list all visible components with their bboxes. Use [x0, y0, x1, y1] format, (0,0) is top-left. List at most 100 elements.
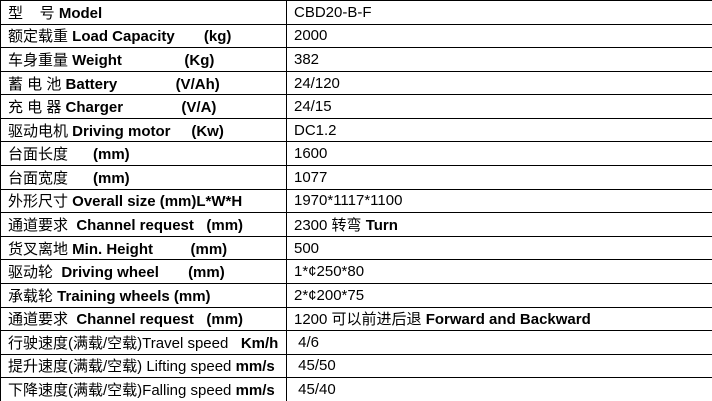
label-segment-bold: (mm) — [190, 240, 228, 258]
spec-label-cell: 通道要求 Channel request (mm) — [0, 212, 287, 237]
spec-label-cell: 额定载重 Load Capacity (kg) — [0, 23, 287, 48]
label-segment-bold: (mm) — [206, 311, 244, 329]
table-row: 台面宽度 (mm) 1077 — [0, 165, 712, 190]
label-segment: 1*¢250*80 — [294, 263, 365, 281]
label-segment: 2300 转弯 — [294, 216, 366, 234]
spec-label-cell: 通道要求 Channel request (mm) — [0, 306, 287, 331]
spec-value-cell: 2000 — [286, 23, 712, 48]
label-segment: 24/15 — [294, 98, 332, 116]
table-row: 充 电 器 Charger (V/A) 24/15 — [0, 94, 712, 119]
label-segment-bold: (mm) — [206, 216, 244, 234]
table-row: 额定载重 Load Capacity (kg) 2000 — [0, 23, 712, 48]
spec-label-cell: 行驶速度(满载/空载)Travel speed Km/h — [0, 330, 287, 355]
label-segment — [194, 311, 207, 328]
label-segment-bold: Weight — [72, 51, 122, 69]
table-row: 驱动轮 Driving wheel (mm) 1*¢250*80 — [0, 259, 712, 284]
label-segment-bold: (kg) — [203, 28, 232, 46]
table-row: 通道要求 Channel request (mm) 2300 转弯 Turn — [0, 212, 712, 237]
spec-label-cell: 型 号 Model — [0, 0, 287, 25]
label-segment: 货叉离地 — [8, 240, 73, 258]
label-segment-bold: Charger — [65, 99, 124, 117]
label-segment-bold: (mm) — [93, 169, 130, 187]
label-segment-bold: mm/s — [235, 358, 275, 376]
label-segment — [153, 241, 191, 258]
spec-label-cell: 台面长度 (mm) — [0, 141, 287, 166]
table-row: 下降速度(满载/空载)Falling speed mm/s 45/40 — [0, 377, 712, 401]
label-segment: 1077 — [294, 168, 328, 186]
label-segment: 外形尺寸 — [8, 193, 73, 211]
label-segment-bold: Km/h — [240, 334, 279, 352]
label-segment-bold: Overall size (mm)L*W*H — [72, 193, 243, 211]
label-segment: 1200 可以前进后退 — [294, 311, 426, 329]
spec-label-cell: 提升速度(满载/空载) Lifting speed mm/s — [0, 353, 287, 378]
label-segment-bold: Forward and Backward — [425, 311, 591, 329]
table-row: 通道要求 Channel request (mm) 1200 可以前进后退 For… — [0, 306, 712, 331]
label-segment: 型 号 — [8, 4, 59, 22]
label-segment-bold: (Kg) — [184, 51, 215, 69]
label-segment: 承载轮 — [8, 287, 58, 305]
spec-label-cell: 台面宽度 (mm) — [0, 165, 287, 190]
label-segment — [175, 28, 204, 45]
spec-value-cell: 1970*1117*1100 — [286, 188, 712, 213]
spec-value-cell: 45/50 — [286, 353, 712, 378]
label-segment — [123, 99, 181, 116]
spec-value-cell: 2300 转弯 Turn — [286, 212, 712, 237]
label-segment-bold: mm/s — [235, 382, 275, 400]
label-segment-bold: Driving wheel — [61, 264, 159, 282]
label-segment-bold: (V/A) — [181, 99, 217, 117]
label-segment: 台面长度 — [8, 146, 94, 164]
spec-label-cell: 货叉离地 Min. Height (mm) — [0, 235, 287, 260]
spec-value-cell: 4/6 — [286, 330, 712, 355]
table-row: 外形尺寸 Overall size (mm)L*W*H 1970*1117*110… — [0, 188, 712, 213]
table-row: 驱动电机 Driving motor (Kw) DC1.2 — [0, 117, 712, 142]
label-segment: 台面宽度 — [8, 169, 94, 187]
label-segment-bold: Driving motor — [72, 122, 171, 140]
table-row: 货叉离地 Min. Height (mm) 500 — [0, 235, 712, 260]
label-segment — [122, 52, 185, 69]
label-segment-bold: (Kw) — [191, 122, 224, 140]
label-segment: 2*¢200*75 — [294, 286, 365, 304]
spec-value-cell: 1600 — [286, 141, 712, 166]
spec-value-cell: CBD20-B-F — [286, 0, 712, 25]
spec-value-cell: 382 — [286, 47, 712, 72]
spec-label-cell: 车身重量 Weight (Kg) — [0, 47, 287, 72]
table-row: 行驶速度(满载/空载)Travel speed Km/h 4/6 — [0, 330, 712, 355]
label-segment-bold: Training wheels (mm) — [57, 287, 211, 305]
label-segment: 4/6 — [294, 333, 320, 351]
label-segment-bold: Channel request — [76, 311, 194, 329]
spec-value-cell: 45/40 — [286, 377, 712, 401]
label-segment: 1600 — [294, 145, 328, 163]
label-segment-bold: Min. Height — [72, 240, 153, 258]
label-segment — [117, 76, 175, 93]
label-segment — [159, 264, 188, 281]
spec-value-cell: 2*¢200*75 — [286, 282, 712, 308]
label-segment: 蓄 电 池 — [8, 75, 66, 93]
label-segment: 2000 — [294, 27, 328, 45]
label-segment: 24/120 — [294, 74, 340, 92]
label-segment-bold: Channel request — [76, 216, 194, 234]
spec-value-cell: 1077 — [286, 165, 712, 190]
table-row: 车身重量 Weight (Kg) 382 — [0, 47, 712, 72]
table-row: 蓄 电 池 Battery (V/Ah) 24/120 — [0, 70, 712, 95]
spec-value-cell: 24/120 — [286, 70, 712, 95]
spec-label-cell: 驱动电机 Driving motor (Kw) — [0, 117, 287, 142]
spec-label-cell: 承载轮 Training wheels (mm) — [0, 282, 287, 308]
spec-label-cell: 充 电 器 Charger (V/A) — [0, 94, 287, 119]
label-segment-bold: Load Capacity — [72, 28, 175, 46]
spec-label-cell: 外形尺寸 Overall size (mm)L*W*H — [0, 188, 287, 213]
label-segment-bold: Model — [58, 4, 103, 22]
spec-label-cell: 驱动轮 Driving wheel (mm) — [0, 259, 287, 284]
label-segment: CBD20-B-F — [294, 3, 372, 21]
label-segment: 通道要求 — [8, 216, 77, 234]
label-segment-bold: Turn — [365, 216, 398, 234]
label-segment: 500 — [294, 239, 320, 257]
label-segment: 驱动电机 — [8, 122, 73, 140]
label-segment — [194, 217, 207, 234]
label-segment-bold: (mm) — [93, 146, 130, 164]
spec-value-cell: DC1.2 — [286, 117, 712, 142]
spec-value-cell: 1*¢250*80 — [286, 259, 712, 284]
spec-label-cell: 下降速度(满载/空载)Falling speed mm/s — [0, 377, 287, 401]
table-row: 承载轮 Training wheels (mm) 2*¢200*75 — [0, 282, 712, 308]
